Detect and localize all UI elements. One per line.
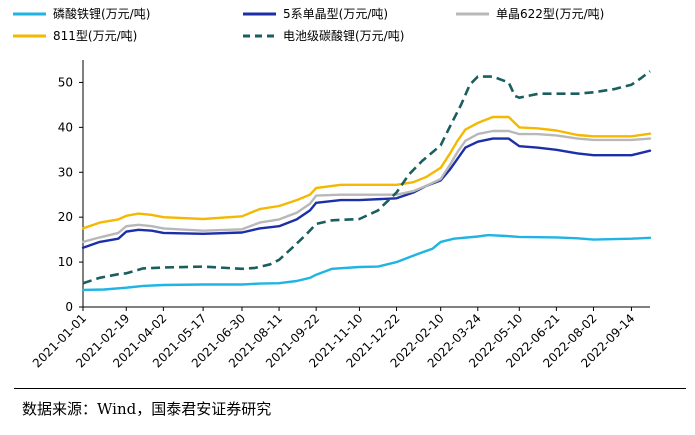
y-tick-label: 0 xyxy=(65,300,73,314)
series-line-5 xyxy=(82,70,651,285)
y-tick-label: 50 xyxy=(58,75,73,89)
axes xyxy=(82,60,650,308)
legend-label-3: 单晶622型(万元/吨) xyxy=(496,7,604,21)
y-ticks: 0 10 20 30 40 50 xyxy=(58,75,83,314)
y-tick-label: 10 xyxy=(58,255,73,269)
legend-label-4: 811型(万元/吨) xyxy=(53,29,137,43)
y-tick-label: 20 xyxy=(58,210,73,224)
x-ticks: 2021-01-012021-02-192021-04-022021-05-17… xyxy=(30,307,638,370)
series-lines xyxy=(81,70,652,292)
legend-label-2: 5系单晶型(万元/吨) xyxy=(283,7,388,21)
series-line-1 xyxy=(81,233,652,292)
source-note: 数据来源：Wind，国泰君安证券研究 xyxy=(22,400,272,418)
series-line-4 xyxy=(81,115,652,230)
legend-label-1: 磷酸铁锂(万元/吨) xyxy=(53,6,150,21)
chart: 磷酸铁锂(万元/吨) 5系单晶型(万元/吨) 单晶622型(万元/吨) 811型(万元… xyxy=(13,6,652,370)
y-tick-label: 40 xyxy=(58,120,73,134)
series-line-2 xyxy=(81,137,652,249)
series-line-3 xyxy=(81,129,652,244)
source-divider xyxy=(14,388,686,389)
legend-label-5: 电池级碳酸锂(万元/吨) xyxy=(283,28,404,43)
legend: 磷酸铁锂(万元/吨) 5系单晶型(万元/吨) 单晶622型(万元/吨) 811型(万元… xyxy=(13,6,604,43)
y-tick-label: 30 xyxy=(58,165,73,179)
